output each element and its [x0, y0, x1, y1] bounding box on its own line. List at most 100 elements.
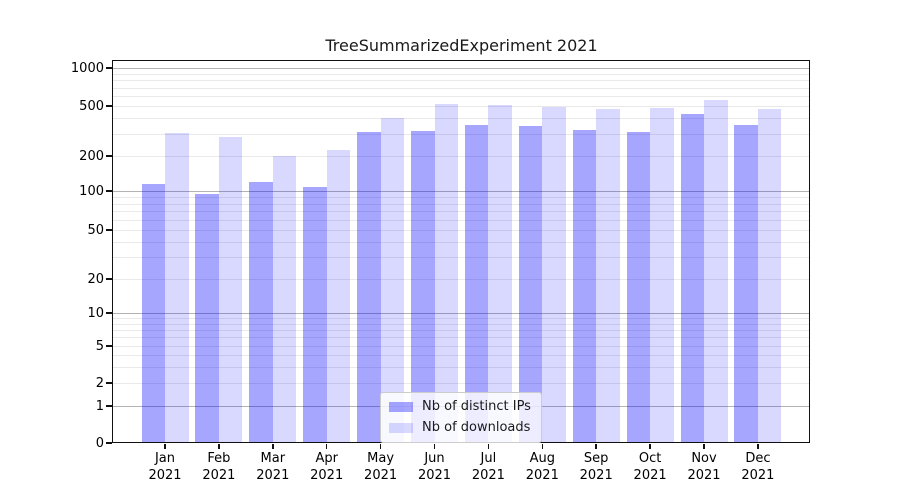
- x-tick-label-aug: Aug 2021: [525, 451, 559, 483]
- gridline-minor: [113, 346, 810, 347]
- x-tick-mark: [757, 443, 759, 449]
- x-tick-label-jul: Jul 2021: [471, 451, 505, 483]
- bar-distinct-ips-apr: [303, 186, 327, 443]
- gridline-major: [113, 313, 810, 314]
- x-tick-label-jan: Jan 2021: [148, 451, 182, 483]
- bar-distinct-ips-dec: [734, 125, 758, 443]
- legend-swatch-distinct-ips-icon: [389, 401, 413, 412]
- gridline-major: [113, 68, 810, 69]
- y-tick-mark: [106, 155, 112, 157]
- gridline-minor: [113, 106, 810, 107]
- bar-distinct-ips-mar: [249, 181, 273, 443]
- x-tick-label-feb: Feb 2021: [202, 451, 236, 483]
- legend: Nb of distinct IPs Nb of downloads: [380, 392, 542, 443]
- legend-item-downloads: Nb of downloads: [389, 419, 531, 436]
- gridline-minor: [113, 156, 810, 157]
- legend-label-downloads: Nb of downloads: [422, 420, 531, 435]
- bar-downloads-feb: [218, 136, 243, 443]
- gridlines-layer: [113, 61, 810, 443]
- gridline-minor: [113, 329, 810, 331]
- bar-downloads-dec: [757, 109, 782, 443]
- x-tick-mark: [272, 443, 274, 449]
- y-tick-label: 200: [79, 148, 104, 164]
- bar-downloads-nov: [704, 99, 728, 443]
- x-tick-mark: [541, 443, 544, 449]
- y-tick-mark: [106, 442, 112, 444]
- bar-downloads-sep: [596, 108, 620, 443]
- gridline-minor: [113, 337, 810, 339]
- y-tick-label: 500: [79, 98, 104, 114]
- x-tick-label-apr: Apr 2021: [310, 451, 344, 483]
- bar-distinct-ips-feb: [195, 194, 219, 443]
- gridline-minor: [113, 87, 810, 89]
- gridline-minor: [113, 355, 810, 356]
- bar-distinct-ips-jul: [464, 125, 489, 443]
- x-tick-label-oct: Oct 2021: [633, 451, 667, 483]
- x-tick-label-sep: Sep 2021: [579, 451, 613, 483]
- bar-downloads-jul: [488, 104, 512, 443]
- bar-downloads-jun: [434, 103, 458, 443]
- y-tick-mark: [106, 405, 112, 407]
- gridline-minor: [113, 241, 810, 243]
- x-tick-label-may: May 2021: [364, 451, 398, 483]
- gridline-minor: [113, 257, 810, 259]
- y-tick-label: 50: [87, 222, 104, 238]
- gridline-minor: [113, 279, 810, 280]
- y-tick-mark: [106, 229, 112, 231]
- bar-distinct-ips-may: [357, 132, 381, 443]
- y-tick-label: 5: [95, 338, 104, 354]
- x-tick-mark: [379, 443, 382, 449]
- gridline-minor: [113, 318, 810, 320]
- y-tick-mark: [106, 190, 112, 192]
- x-tick-mark: [649, 443, 651, 449]
- gridline-minor: [113, 96, 810, 97]
- y-tick-label: 1: [95, 398, 104, 414]
- y-tick-label: 1000: [70, 60, 104, 76]
- bar-downloads-may: [380, 117, 405, 443]
- gridline-minor: [113, 230, 810, 231]
- x-tick-label-nov: Nov 2021: [687, 451, 721, 483]
- x-tick-mark: [164, 443, 166, 449]
- y-tick-mark: [106, 382, 112, 384]
- y-tick-label: 100: [79, 183, 104, 199]
- bar-downloads-aug: [542, 106, 566, 443]
- plot-area: [113, 61, 810, 443]
- bar-downloads-jan: [165, 133, 189, 443]
- x-tick-mark: [487, 443, 490, 449]
- gridline-minor: [113, 203, 810, 205]
- x-tick-label-dec: Dec 2021: [741, 451, 775, 483]
- y-tick-mark: [106, 67, 112, 69]
- gridline-minor: [113, 133, 810, 135]
- gridline-minor: [113, 211, 810, 213]
- bar-distinct-ips-aug: [518, 126, 543, 443]
- bar-distinct-ips-jun: [411, 131, 435, 443]
- y-tick-label: 0: [95, 435, 104, 451]
- bar-downloads-mar: [272, 156, 297, 443]
- gridline-minor: [113, 366, 810, 368]
- bar-distinct-ips-oct: [626, 132, 651, 443]
- bar-distinct-ips-sep: [572, 130, 597, 443]
- x-tick-mark: [325, 443, 328, 449]
- gridline-minor: [113, 118, 810, 120]
- gridline-major: [113, 191, 810, 192]
- legend-item-distinct-ips: Nb of distinct IPs: [389, 398, 531, 415]
- gridline-minor: [113, 196, 810, 198]
- bar-distinct-ips-jan: [141, 183, 165, 443]
- x-tick-mark: [703, 443, 705, 449]
- y-tick-label: 10: [87, 305, 104, 321]
- x-tick-mark: [595, 443, 597, 449]
- y-tick-mark: [106, 278, 112, 280]
- y-tick-label: 20: [87, 271, 104, 287]
- x-tick-label-mar: Mar 2021: [256, 451, 290, 483]
- legend-swatch-downloads-icon: [389, 422, 413, 433]
- y-tick-mark: [106, 345, 112, 347]
- legend-label-distinct-ips: Nb of distinct IPs: [422, 399, 531, 414]
- gridline-minor: [113, 80, 810, 82]
- y-tick-mark: [106, 105, 112, 107]
- y-tick-mark: [106, 312, 112, 314]
- bar-downloads-oct: [650, 107, 674, 443]
- gridline-minor: [113, 383, 810, 384]
- gridline-minor: [113, 219, 810, 221]
- x-tick-mark: [218, 443, 220, 449]
